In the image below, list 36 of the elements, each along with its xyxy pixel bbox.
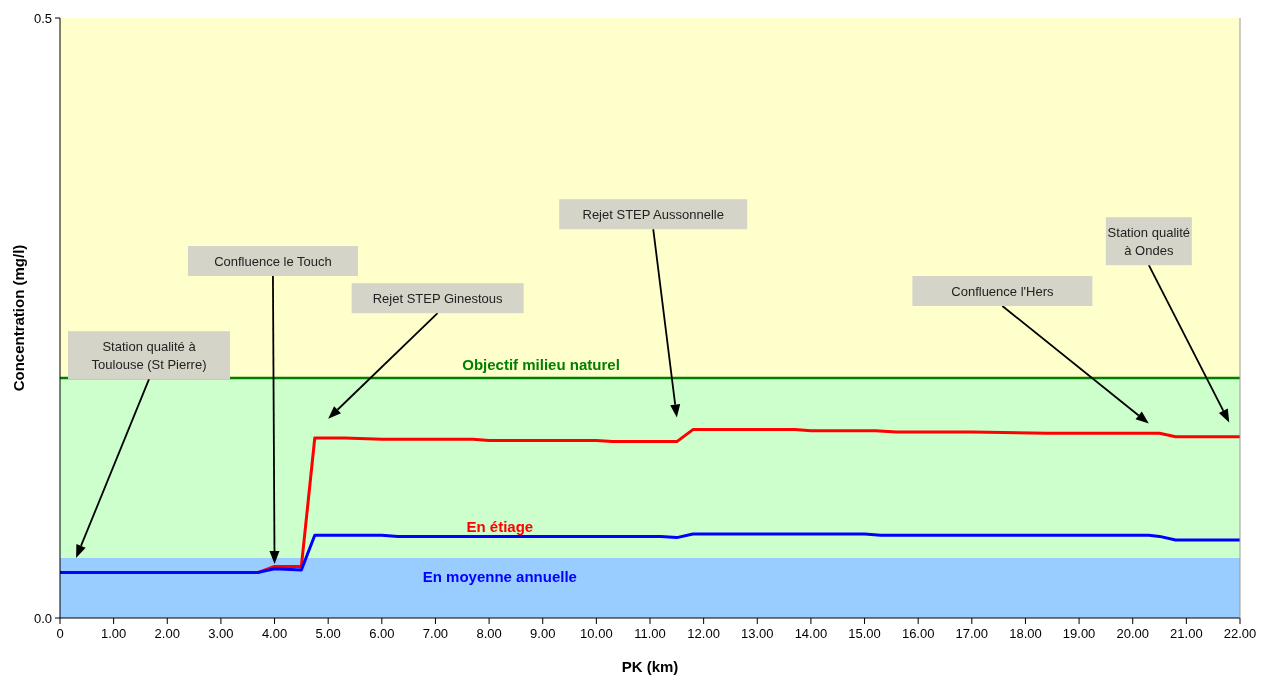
x-tick-label: 21.00: [1170, 626, 1203, 641]
annotation: Confluence le Touch: [214, 254, 332, 269]
text: En étiage: [466, 517, 534, 535]
ref-line-label: Objectif milieu naturel: [462, 356, 620, 373]
x-tick-label: 16.00: [901, 626, 935, 641]
annotation: Confluence l'Hers: [951, 284, 1054, 299]
x-tick-label: 2.00: [154, 626, 180, 641]
annotation: Rejet STEP Aussonnelle: [582, 207, 724, 223]
x-tick-label: 0: [56, 626, 64, 641]
annotation: Station qualité à Toulouse (St Pierre): [91, 339, 207, 373]
x-tick-label: 10.00: [580, 626, 613, 641]
x-tick-label: 22.00: [1223, 626, 1257, 641]
x-tick-label: 17.00: [955, 626, 989, 641]
x-tick-label: 14.00: [794, 626, 828, 641]
y-axis-title: Concentration (mg/l): [10, 244, 27, 392]
annotation: Station qualité à Ondes: [1107, 225, 1191, 259]
x-tick-label: 9.00: [530, 626, 556, 641]
x-tick-label: 8.00: [476, 626, 502, 641]
x-tick-label: 6.00: [369, 626, 395, 641]
x-tick-label: 4.00: [261, 626, 288, 641]
x-axis-title: PK (km): [621, 658, 679, 675]
x-tick-label: 18.00: [1009, 626, 1042, 641]
x-tick-label: 1.00: [100, 626, 127, 641]
x-tick-label: 7.00: [422, 626, 449, 641]
x-tick-label: 20.00: [1116, 626, 1149, 641]
y-tick-label: 0.0: [33, 610, 52, 626]
x-tick-label: 5.00: [315, 626, 341, 641]
x-tick-label: 12.00: [687, 626, 720, 641]
x-tick-label: 13.00: [741, 626, 774, 641]
text: En moyenne annuelle: [422, 568, 577, 585]
x-tick-label: 15.00: [848, 626, 881, 641]
annotation: Rejet STEP Ginestous: [372, 291, 504, 307]
x-tick-label: 3.00: [208, 626, 234, 641]
x-tick-label: 11.00: [634, 626, 666, 641]
x-tick-label: 19.00: [1062, 626, 1096, 641]
y-tick-label: 0.5: [33, 10, 52, 26]
